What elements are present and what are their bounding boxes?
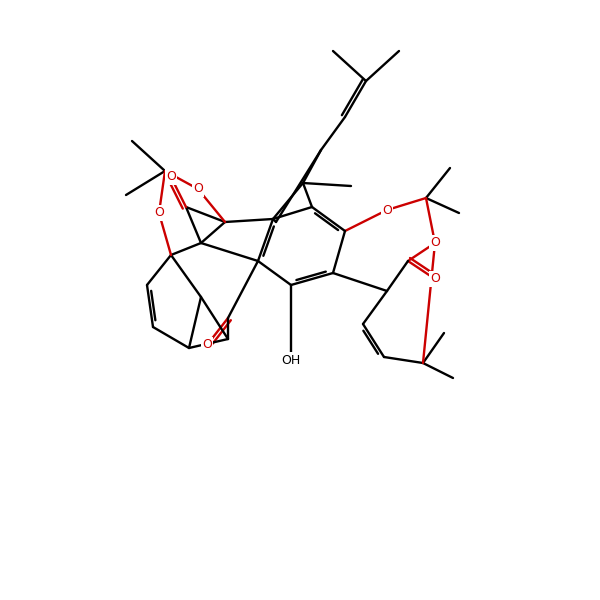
Text: OH: OH — [281, 353, 301, 367]
Text: O: O — [154, 206, 164, 220]
Text: O: O — [166, 170, 176, 184]
Text: O: O — [430, 272, 440, 286]
Text: O: O — [430, 236, 440, 250]
Text: O: O — [193, 182, 203, 196]
Text: O: O — [382, 203, 392, 217]
Text: O: O — [202, 338, 212, 352]
